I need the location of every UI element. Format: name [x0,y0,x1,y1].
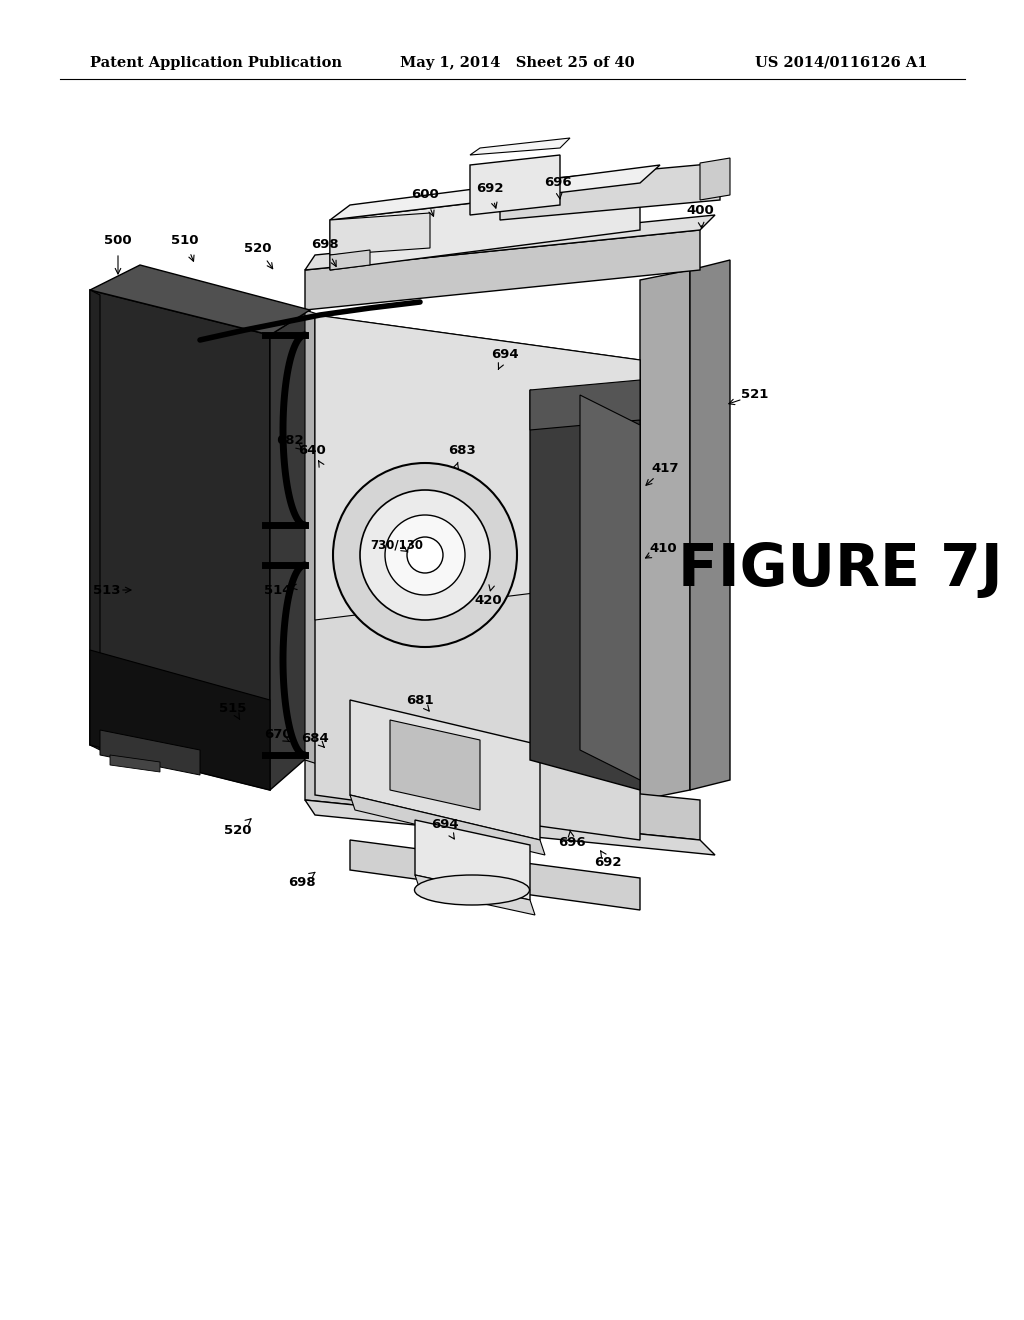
Text: 683: 683 [449,444,476,457]
Text: 513: 513 [93,583,121,597]
Polygon shape [350,700,540,840]
Text: 682: 682 [276,433,304,446]
Polygon shape [530,389,640,789]
Circle shape [385,515,465,595]
Polygon shape [305,800,715,855]
Polygon shape [305,310,330,768]
Polygon shape [415,820,530,900]
Polygon shape [90,290,270,789]
Text: 420: 420 [474,594,502,606]
Polygon shape [315,315,640,840]
Polygon shape [415,875,535,915]
Text: FIGURE 7J: FIGURE 7J [678,541,1002,598]
Text: 640: 640 [298,444,326,457]
Text: 500: 500 [104,234,132,247]
Text: May 1, 2014   Sheet 25 of 40: May 1, 2014 Sheet 25 of 40 [400,55,635,70]
Text: 698: 698 [288,875,315,888]
Polygon shape [700,158,730,201]
Polygon shape [580,395,640,780]
Polygon shape [305,230,700,310]
Circle shape [360,490,490,620]
Polygon shape [470,154,560,215]
Polygon shape [330,165,660,220]
Text: Patent Application Publication: Patent Application Publication [90,55,342,70]
Circle shape [333,463,517,647]
Text: 515: 515 [219,701,247,714]
Text: US 2014/0116126 A1: US 2014/0116126 A1 [755,55,928,70]
Text: 400: 400 [686,203,714,216]
Text: 670: 670 [264,729,292,742]
Text: 514: 514 [264,583,292,597]
Polygon shape [350,840,640,909]
Polygon shape [305,760,700,840]
Text: 520: 520 [245,242,271,255]
Polygon shape [315,315,640,620]
Text: 600: 600 [411,189,439,202]
Polygon shape [305,215,715,271]
Text: 696: 696 [558,837,586,850]
Ellipse shape [415,875,529,906]
Polygon shape [470,139,570,154]
Text: 730/130: 730/130 [371,539,424,552]
Text: 510: 510 [171,234,199,247]
Polygon shape [640,271,690,800]
Text: 694: 694 [492,348,519,362]
Text: 520: 520 [224,824,252,837]
Polygon shape [500,162,720,220]
Text: 417: 417 [651,462,679,474]
Polygon shape [90,265,310,335]
Polygon shape [530,380,640,430]
Circle shape [407,537,443,573]
Text: 692: 692 [476,181,504,194]
Polygon shape [110,755,160,772]
Polygon shape [90,649,270,789]
Polygon shape [90,290,100,750]
Polygon shape [330,183,640,271]
Polygon shape [390,719,480,810]
Text: 692: 692 [594,855,622,869]
Text: 410: 410 [649,541,677,554]
Polygon shape [100,730,200,775]
Text: 684: 684 [301,731,329,744]
Polygon shape [330,213,430,255]
Polygon shape [330,249,370,271]
Text: 681: 681 [407,693,434,706]
Text: 521: 521 [741,388,769,401]
Text: 694: 694 [431,818,459,832]
Polygon shape [270,310,310,789]
Text: 696: 696 [544,177,571,190]
Polygon shape [350,795,545,855]
Polygon shape [690,260,730,789]
Text: 698: 698 [311,239,339,252]
